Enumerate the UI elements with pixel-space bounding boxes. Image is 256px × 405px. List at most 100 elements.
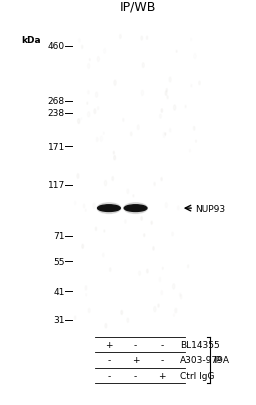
Circle shape [193, 317, 194, 321]
Circle shape [129, 188, 131, 192]
Circle shape [130, 133, 132, 136]
Circle shape [134, 299, 136, 303]
Ellipse shape [98, 205, 120, 212]
Circle shape [189, 150, 190, 153]
Circle shape [91, 176, 93, 180]
Text: A303-979A: A303-979A [180, 356, 230, 364]
Circle shape [145, 259, 147, 263]
Circle shape [193, 127, 195, 131]
Circle shape [88, 91, 89, 95]
Circle shape [112, 177, 114, 181]
Circle shape [173, 185, 174, 189]
Circle shape [168, 271, 170, 275]
Circle shape [187, 265, 189, 268]
Circle shape [194, 224, 196, 228]
Circle shape [159, 128, 162, 132]
Circle shape [99, 186, 100, 188]
Circle shape [94, 180, 95, 182]
Circle shape [101, 181, 102, 183]
Circle shape [105, 324, 107, 328]
Circle shape [142, 231, 144, 236]
Circle shape [81, 46, 83, 49]
Circle shape [76, 286, 77, 288]
Circle shape [153, 247, 154, 251]
Circle shape [191, 85, 192, 88]
Circle shape [148, 196, 150, 199]
Circle shape [145, 45, 146, 49]
Circle shape [127, 324, 128, 327]
Circle shape [196, 57, 197, 61]
Circle shape [199, 82, 200, 85]
Circle shape [179, 293, 181, 296]
Circle shape [155, 317, 157, 320]
Circle shape [127, 318, 129, 323]
Circle shape [123, 251, 124, 254]
Text: -: - [107, 371, 111, 380]
Circle shape [172, 209, 174, 214]
Circle shape [159, 115, 161, 119]
Circle shape [103, 273, 105, 276]
Ellipse shape [97, 203, 121, 214]
Circle shape [85, 210, 86, 212]
Circle shape [121, 189, 122, 192]
Text: -: - [161, 340, 164, 349]
Circle shape [200, 281, 202, 284]
Circle shape [177, 312, 178, 314]
Circle shape [74, 37, 77, 43]
Circle shape [167, 96, 168, 100]
Circle shape [185, 106, 186, 109]
Circle shape [133, 195, 134, 197]
Text: 171: 171 [48, 143, 65, 151]
Circle shape [90, 237, 91, 241]
Text: -: - [134, 371, 137, 380]
Circle shape [154, 183, 155, 186]
Circle shape [165, 92, 167, 96]
Circle shape [113, 189, 115, 193]
Circle shape [141, 91, 144, 96]
Text: -: - [107, 356, 111, 364]
Text: 460: 460 [48, 42, 65, 51]
Circle shape [192, 190, 194, 195]
Circle shape [162, 268, 163, 270]
Circle shape [82, 245, 83, 249]
Circle shape [151, 160, 153, 164]
Circle shape [88, 113, 90, 118]
Circle shape [161, 178, 162, 181]
Text: IP: IP [213, 356, 221, 364]
Circle shape [137, 126, 139, 130]
Circle shape [78, 119, 80, 124]
Circle shape [102, 254, 104, 257]
Circle shape [141, 217, 142, 221]
Circle shape [124, 179, 126, 182]
Ellipse shape [124, 205, 147, 212]
Circle shape [89, 261, 91, 266]
Circle shape [103, 133, 104, 135]
Circle shape [169, 78, 171, 83]
Circle shape [108, 161, 110, 166]
Circle shape [89, 60, 90, 62]
Circle shape [143, 254, 144, 257]
Circle shape [77, 296, 78, 298]
Circle shape [81, 153, 84, 159]
Circle shape [146, 37, 148, 40]
Circle shape [178, 138, 180, 143]
Circle shape [114, 156, 116, 160]
Text: 268: 268 [48, 97, 65, 106]
Circle shape [104, 322, 106, 326]
Text: -: - [161, 356, 164, 364]
Circle shape [86, 237, 88, 241]
Circle shape [93, 164, 95, 167]
Circle shape [163, 133, 165, 138]
Circle shape [145, 229, 146, 231]
Circle shape [142, 64, 144, 68]
Circle shape [171, 208, 174, 213]
Circle shape [116, 305, 117, 308]
Text: 31: 31 [53, 315, 65, 324]
Text: +: + [158, 371, 166, 380]
Circle shape [95, 93, 98, 98]
Circle shape [131, 132, 133, 136]
Circle shape [123, 119, 124, 122]
Circle shape [159, 278, 161, 282]
Circle shape [136, 242, 138, 247]
Circle shape [113, 248, 114, 250]
